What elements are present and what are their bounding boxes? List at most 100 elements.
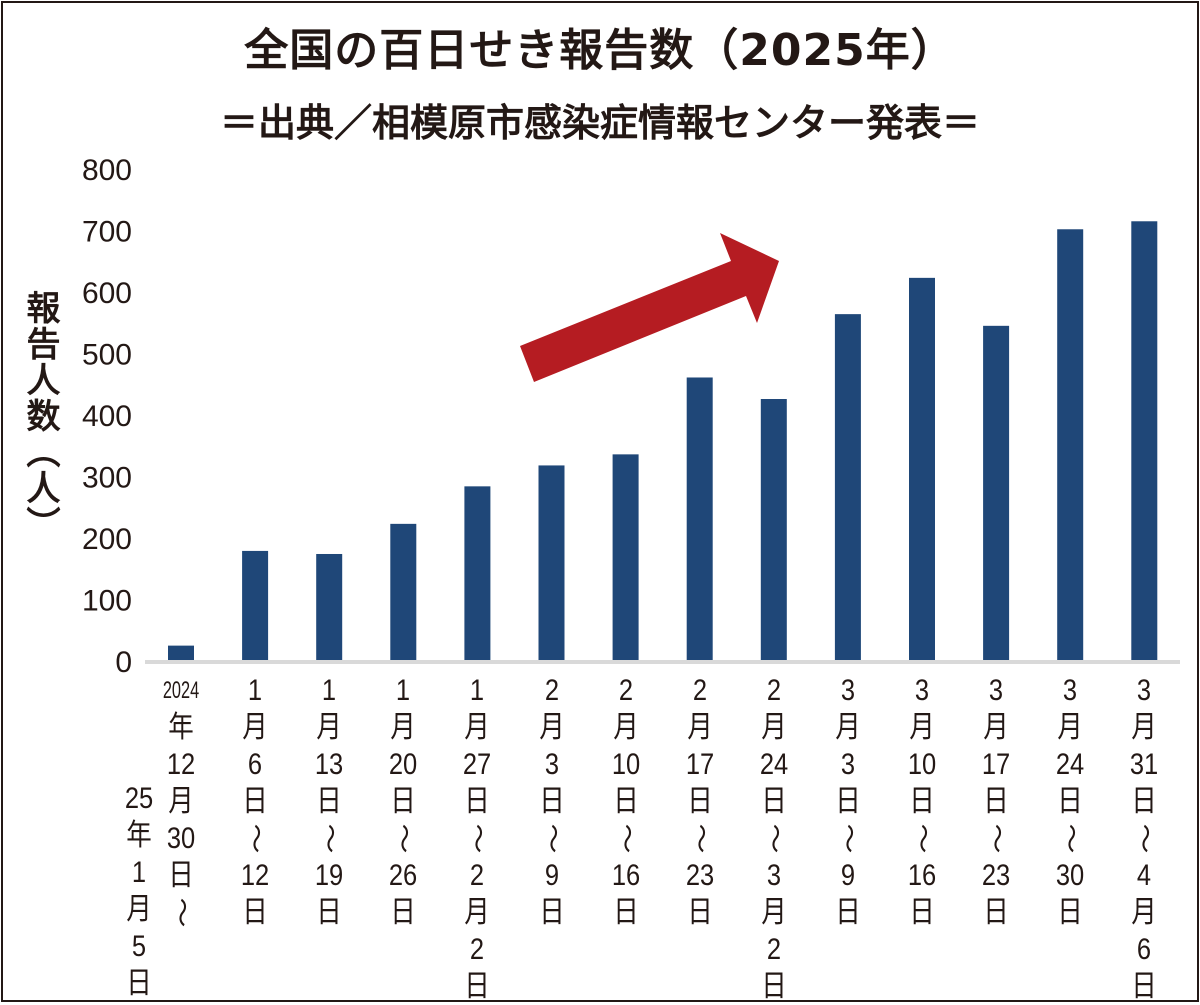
trend-arrow	[520, 233, 779, 382]
chart-subtitle: ＝出典／相模原市感染症情報センター発表＝	[219, 101, 980, 145]
x-tick-label-part: 日	[168, 859, 194, 892]
bar	[538, 465, 565, 661]
x-tick-label-part: 16	[907, 859, 937, 892]
x-tick-label-part: 月	[761, 896, 787, 929]
x-tick-label-part: 月	[538, 711, 565, 744]
x-tick-label-part: 3	[914, 674, 930, 707]
x-tick-label-part: 9	[544, 859, 559, 892]
bar	[1057, 229, 1084, 661]
bar	[316, 553, 343, 661]
x-tick-label-part: 2	[618, 674, 633, 707]
x-tick-label-part: 日	[686, 896, 713, 929]
y-tick-label: 800	[82, 154, 132, 187]
x-tick-label-part: 月	[126, 893, 152, 926]
x-tick-label-part: 2	[692, 674, 707, 707]
x-tick-label-part: 3	[1063, 674, 1078, 707]
x-tick-label-part: 6	[248, 748, 263, 781]
bar	[612, 454, 639, 661]
y-tick-label: 700	[82, 216, 132, 249]
x-tick-label-part: 日	[835, 785, 861, 818]
x-tick-label-part: 〜	[315, 823, 344, 854]
x-tick-label-part: 2	[470, 859, 485, 892]
x-tick-label-part: 〜	[463, 823, 492, 854]
x-tick-label-part: 日	[761, 970, 787, 1003]
x-tick-label: 2 月 10 日〜 16 日	[600, 672, 651, 931]
x-tick-label: 2 月 17 日〜 23 日	[674, 672, 725, 931]
x-tick-label-part: 日	[464, 970, 491, 1003]
x-tick-label-part: 月	[242, 711, 268, 744]
x-tick-label-part: 月	[612, 711, 639, 744]
y-tick-label: 400	[82, 400, 132, 433]
x-tick-label-part: 〜	[685, 823, 714, 854]
x-tick-label-part: 9	[840, 859, 855, 892]
x-tick-label-part: 2	[766, 933, 781, 966]
bar	[1131, 221, 1158, 661]
x-tick-label-part: 日	[316, 896, 342, 929]
x-tick-label-part: 月	[390, 711, 417, 744]
x-tick-label-part: 12	[240, 859, 270, 892]
x-tick-label: 1 月 27 日〜 2 月 2 日	[452, 672, 503, 1005]
x-tick-label-part: 1	[131, 856, 147, 889]
x-tick-label: 2024 年 12 月 30 日〜	[156, 672, 207, 931]
x-tick-label-part: 〜	[1056, 823, 1085, 854]
x-tick-label-part: 2	[544, 674, 559, 707]
x-tick-label-part: 13	[315, 748, 344, 781]
x-tick-label-part: 月	[835, 711, 861, 744]
x-tick-label-part: 〜	[389, 823, 418, 854]
x-tick-label-part: 日	[612, 896, 639, 929]
x-tick-label-part: 月	[1057, 711, 1083, 744]
x-tick-label: 1 月 20 日〜 26 日	[378, 672, 429, 931]
chart-title: 全国の百日せき報告数（2025年）	[244, 25, 956, 76]
x-tick-label: 1 月 13 日〜 19 日	[304, 672, 355, 931]
x-tick-label-part: 〜	[982, 823, 1011, 854]
x-tick-label-part: 〜	[166, 897, 196, 928]
x-tick-label-part: 〜	[759, 823, 788, 854]
x-tick-label-part: 月	[686, 711, 713, 744]
x-tick-label: 1 月 6 日〜 12 日	[230, 672, 281, 931]
x-tick-label-part: 23	[981, 859, 1011, 892]
bar	[983, 325, 1010, 661]
x-tick-label-part: 日	[835, 896, 861, 929]
y-axis-label: 報告人数（人）	[20, 290, 60, 542]
x-tick-label-part: 25	[124, 782, 154, 815]
x-tick-label-part: 3	[840, 748, 855, 781]
x-tick-label-part: 月	[909, 711, 935, 744]
x-tick-label-part: 日	[390, 896, 417, 929]
bar	[686, 377, 713, 661]
x-tick-label-part: 〜	[537, 823, 566, 854]
x-tick-label-part: 4	[1137, 859, 1152, 892]
x-tick-label-part: 27	[463, 748, 492, 781]
x-tick-label-part: 19	[315, 859, 344, 892]
x-tick-label-part: 日	[538, 896, 565, 929]
x-tick-label-part: 日	[909, 785, 935, 818]
x-tick-label: 3 月 10 日〜 16 日	[897, 672, 948, 931]
x-tick-label-part: 24	[1056, 748, 1085, 781]
x-tick-label-part: 3	[840, 674, 855, 707]
x-tick-label-part: 月	[761, 711, 787, 744]
x-tick-label-part: 1	[470, 674, 485, 707]
y-tick-label: 500	[82, 339, 132, 372]
x-tick-label-part: 30	[166, 822, 196, 855]
x-tick-label-part: 月	[983, 711, 1009, 744]
x-tick-label: 25 年 1 月 5 日	[114, 780, 165, 1002]
x-tick-label-part: 日	[1131, 785, 1158, 818]
x-tick-label: 3 月 31 日〜 4 月 6 日	[1119, 672, 1170, 1005]
x-tick-label-part: 3	[544, 748, 559, 781]
x-tick-label-part: 17	[685, 748, 714, 781]
x-tick-label-part: 23	[685, 859, 714, 892]
y-tick-label: 300	[82, 462, 132, 495]
x-tick-label-part: 月	[1131, 711, 1158, 744]
x-tick-label-part: 1	[396, 674, 411, 707]
x-tick-label: 2 月 3 日〜 9 日	[526, 672, 577, 931]
x-tick-label-part: 日	[983, 785, 1009, 818]
x-tick-label-part: 日	[909, 896, 935, 929]
x-tick-label-part: 月	[168, 785, 194, 818]
x-tick-label-part: 〜	[241, 823, 270, 854]
x-tick-label-part: 年	[168, 711, 194, 744]
x-tick-label: 3 月 3 日〜 9 日	[822, 672, 873, 931]
x-tick-label-part: 日	[390, 785, 417, 818]
x-tick-label-part: 〜	[907, 823, 937, 854]
x-tick-label-part: 17	[981, 748, 1011, 781]
